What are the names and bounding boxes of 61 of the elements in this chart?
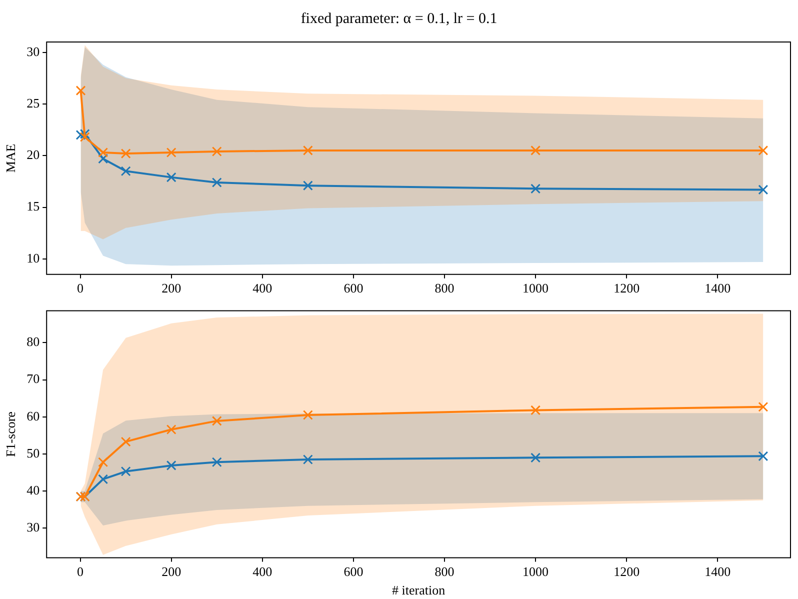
x-tick-label: 200 (162, 564, 182, 580)
point (302, 180, 313, 191)
y-tick-label: 60 (26, 408, 40, 424)
x-tick-label: 1000 (522, 564, 549, 580)
point (166, 148, 176, 158)
point (98, 474, 108, 484)
x-tick-label: 0 (77, 280, 84, 296)
point (120, 436, 131, 447)
point (80, 132, 90, 142)
point (530, 145, 541, 156)
x-tick-label: 400 (252, 280, 272, 296)
y-tick-label: 15 (26, 198, 40, 214)
point (98, 457, 108, 468)
y-tick-label: 30 (26, 44, 40, 59)
x-tick-label: 1400 (704, 564, 731, 580)
point (758, 451, 768, 462)
point (302, 145, 313, 156)
point (120, 166, 131, 176)
y-axis-title: F1-score (3, 411, 18, 458)
x-tick-label: 400 (252, 564, 272, 580)
y-tick-label: 30 (26, 520, 40, 535)
x-tick-label: 1400 (704, 280, 731, 296)
x-tick-label: 1200 (614, 280, 640, 296)
point (212, 146, 222, 156)
y-tick-label: 20 (26, 147, 40, 162)
point (98, 154, 108, 164)
x-tick-label: 800 (434, 280, 454, 296)
x-axis-title: # iteration (392, 582, 446, 598)
point (120, 148, 131, 159)
chart-title: fixed parameter: α = 0.1, lr = 0.1 (300, 10, 498, 27)
point (166, 424, 176, 434)
y-tick-label: 25 (26, 95, 40, 110)
point (530, 184, 541, 194)
x-tick-label: 1200 (614, 564, 640, 580)
x-tick-label: 800 (434, 564, 454, 580)
point (76, 86, 86, 96)
y-tick-label: 50 (26, 445, 40, 460)
point (212, 416, 222, 426)
x-tick-label: 600 (344, 280, 364, 296)
point (212, 457, 222, 468)
point (302, 454, 313, 465)
point (212, 177, 222, 188)
point (98, 148, 108, 158)
point (758, 145, 768, 156)
point (120, 466, 131, 476)
x-tick-label: 200 (162, 280, 182, 296)
x-tick-label: 0 (77, 564, 84, 580)
x-tick-label: 600 (344, 564, 364, 580)
y-tick-label: 10 (26, 250, 40, 266)
point (530, 452, 541, 463)
point (302, 410, 313, 420)
y-axis-title: MAE (3, 144, 18, 173)
y-tick-label: 40 (26, 482, 40, 498)
x-tick-label: 1000 (522, 280, 549, 296)
y-tick-label: 70 (26, 371, 40, 386)
y-tick-label: 80 (26, 334, 40, 350)
point (166, 172, 176, 182)
point (758, 184, 768, 195)
point (530, 405, 541, 416)
point (166, 460, 176, 470)
point (758, 402, 768, 412)
